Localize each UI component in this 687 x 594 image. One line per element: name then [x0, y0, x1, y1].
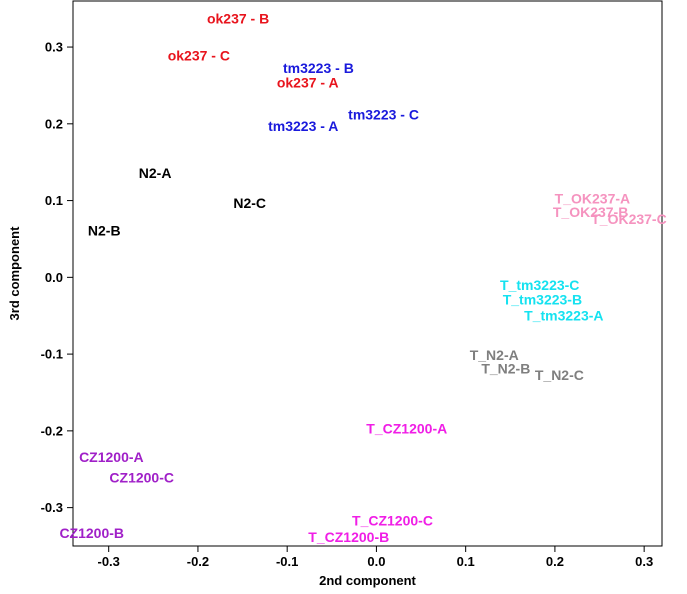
data-point-label: T_tm3223-A: [524, 308, 603, 324]
x-tick-label: 0.0: [367, 554, 385, 569]
data-point-label: CZ1200-C: [109, 470, 174, 486]
data-point-label: ok237 - B: [207, 11, 269, 27]
data-point-label: T_N2-A: [470, 347, 519, 363]
y-tick-label: -0.3: [41, 500, 63, 515]
x-tick-label: -0.2: [187, 554, 209, 569]
data-point-label: T_tm3223-B: [503, 292, 582, 308]
x-axis: -0.3 -0.2 -0.1 0.0 0.1 0.2 0.3: [97, 546, 653, 569]
y-tick-label: -0.1: [41, 347, 63, 362]
x-tick-label: 0.2: [546, 554, 564, 569]
x-tick-label: 0.1: [457, 554, 475, 569]
y-axis: -0.3 -0.2 -0.1 0.0 0.1 0.2 0.3: [41, 40, 73, 515]
data-point-label: T_N2-B: [481, 361, 530, 377]
data-point-label: tm3223 - C: [348, 107, 419, 123]
y-tick-label: 0.3: [45, 40, 63, 55]
y-tick-label: -0.2: [41, 423, 63, 438]
data-point-label: T_CZ1200-B: [308, 529, 389, 545]
data-point-label: ok237 - A: [277, 74, 339, 90]
x-tick-label: -0.1: [276, 554, 298, 569]
data-point-label: N2-C: [233, 195, 266, 211]
data-point-label: ok237 - C: [168, 48, 230, 64]
data-point-label: N2-A: [139, 165, 172, 181]
y-tick-label: 0.1: [45, 193, 63, 208]
x-axis-title: 2nd component: [319, 573, 416, 588]
y-axis-title: 3rd component: [7, 226, 22, 321]
x-tick-label: -0.3: [97, 554, 119, 569]
data-point-label: N2-B: [88, 223, 121, 239]
data-point-label: CZ1200-A: [79, 449, 144, 465]
x-tick-label: 0.3: [635, 554, 653, 569]
y-tick-label: 0.0: [45, 270, 63, 285]
data-point-label: T_OK237-B: [553, 204, 628, 220]
data-point-label: T_tm3223-C: [500, 277, 579, 293]
data-point-label: T_OK237-A: [555, 190, 630, 206]
data-point-label: T_OK237-C: [591, 211, 666, 227]
plot-frame: [72, 0, 663, 547]
data-point-label: tm3223 - B: [283, 60, 354, 76]
data-point-label: T_CZ1200-C: [352, 513, 433, 529]
data-point-label: CZ1200-B: [59, 525, 124, 541]
data-point-label: T_CZ1200-A: [366, 421, 447, 437]
data-point-label: tm3223 - A: [268, 118, 338, 134]
data-point-label: T_N2-C: [535, 367, 584, 383]
y-tick-label: 0.2: [45, 116, 63, 131]
